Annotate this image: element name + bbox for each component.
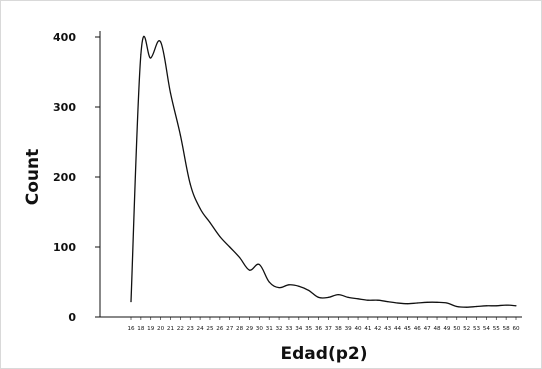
x-tick-label: 46 bbox=[414, 326, 422, 332]
data-point bbox=[406, 303, 409, 305]
data-point bbox=[140, 53, 142, 56]
data-point bbox=[278, 287, 280, 289]
x-tick-label: 43 bbox=[384, 326, 392, 332]
data-point bbox=[416, 302, 418, 304]
data-point bbox=[357, 298, 359, 300]
x-tick-label: 39 bbox=[345, 326, 353, 332]
x-tick-label: 23 bbox=[187, 326, 195, 332]
data-point bbox=[308, 289, 310, 291]
data-point bbox=[248, 269, 251, 271]
x-tick-label: 19 bbox=[147, 326, 155, 332]
x-tick-label: 24 bbox=[197, 326, 205, 332]
x-tick-label: 58 bbox=[503, 326, 511, 332]
data-point bbox=[436, 301, 438, 303]
data-point bbox=[298, 285, 300, 287]
data-point bbox=[169, 92, 172, 94]
x-ticks: 16 18 19 20 21 22 23 24 25 26 27 28 29 30 31 32 33 34 35 36… bbox=[127, 317, 520, 332]
x-tick-label: 36 bbox=[315, 326, 323, 332]
data-point bbox=[258, 263, 260, 266]
x-tick-label: 54 bbox=[483, 326, 491, 332]
data-point bbox=[327, 296, 330, 298]
data-point bbox=[456, 305, 458, 308]
x-tick-label: 53 bbox=[473, 326, 481, 332]
x-tick-label: 35 bbox=[305, 326, 313, 332]
x-tick-label: 55 bbox=[493, 326, 501, 332]
x-tick-label: 21 bbox=[167, 326, 175, 332]
x-tick-label: 27 bbox=[226, 326, 234, 332]
x-tick-label: 25 bbox=[206, 326, 214, 332]
x-axis-label: Edad(p2) bbox=[281, 344, 368, 364]
x-tick-label: 50 bbox=[453, 326, 461, 332]
y-axis-label: Count bbox=[23, 149, 43, 206]
data-point bbox=[505, 304, 507, 306]
data-point bbox=[130, 301, 132, 303]
x-tick-label: 48 bbox=[433, 326, 441, 332]
data-point bbox=[387, 301, 389, 303]
data-point bbox=[446, 302, 448, 304]
x-tick-label: 37 bbox=[325, 326, 333, 332]
data-point bbox=[150, 57, 152, 59]
x-tick-label: 18 bbox=[137, 326, 145, 332]
data-point bbox=[209, 221, 211, 224]
data-point bbox=[377, 299, 379, 301]
x-tick-label: 22 bbox=[177, 326, 184, 332]
x-tick-label: 49 bbox=[443, 326, 451, 332]
x-tick-label: 44 bbox=[394, 326, 402, 332]
x-tick-label: 52 bbox=[463, 326, 470, 332]
data-point bbox=[367, 299, 369, 301]
x-tick-label: 40 bbox=[354, 326, 362, 332]
data-point bbox=[189, 183, 191, 185]
x-tick-label: 20 bbox=[157, 326, 165, 332]
series-layer bbox=[130, 35, 517, 308]
y-tick-label: 300 bbox=[53, 101, 76, 114]
x-tick-label: 28 bbox=[236, 326, 244, 332]
data-point bbox=[268, 281, 270, 283]
data-point bbox=[160, 41, 162, 43]
data-point bbox=[179, 134, 181, 136]
x-tick-label: 32 bbox=[276, 326, 283, 332]
data-point bbox=[288, 284, 290, 286]
data-point bbox=[475, 305, 478, 308]
data-point bbox=[396, 302, 399, 304]
y-tick-label: 400 bbox=[53, 31, 76, 44]
x-tick-label: 31 bbox=[266, 326, 274, 332]
x-tick-label: 34 bbox=[295, 326, 303, 332]
data-point bbox=[238, 256, 241, 259]
data-point bbox=[495, 305, 497, 307]
data-point bbox=[485, 305, 487, 307]
data-point bbox=[466, 306, 468, 308]
data-point bbox=[317, 296, 320, 298]
x-tick-label: 60 bbox=[512, 326, 520, 332]
data-point bbox=[199, 207, 201, 210]
x-tick-label: 16 bbox=[127, 326, 135, 332]
x-tick-label: 30 bbox=[256, 326, 264, 332]
data-point bbox=[426, 301, 428, 303]
data-point bbox=[347, 296, 349, 298]
x-tick-label: 42 bbox=[374, 326, 381, 332]
data-point bbox=[219, 235, 221, 238]
x-tick-label: 47 bbox=[424, 326, 432, 332]
y-tick-label: 0 bbox=[68, 311, 76, 324]
y-tick-label: 100 bbox=[53, 241, 76, 254]
y-ticks: 0 100 200 300 400 bbox=[53, 31, 100, 324]
data-point bbox=[515, 305, 517, 307]
y-tick-label: 200 bbox=[53, 171, 76, 184]
x-tick-label: 26 bbox=[216, 326, 224, 332]
x-tick-label: 38 bbox=[335, 326, 343, 332]
data-point bbox=[229, 246, 231, 248]
x-tick-label: 45 bbox=[404, 326, 412, 332]
series-line-0 bbox=[130, 35, 517, 308]
x-tick-label: 33 bbox=[285, 326, 293, 332]
x-tick-label: 41 bbox=[364, 326, 372, 332]
x-tick-label: 29 bbox=[246, 326, 254, 332]
data-point bbox=[337, 294, 339, 296]
